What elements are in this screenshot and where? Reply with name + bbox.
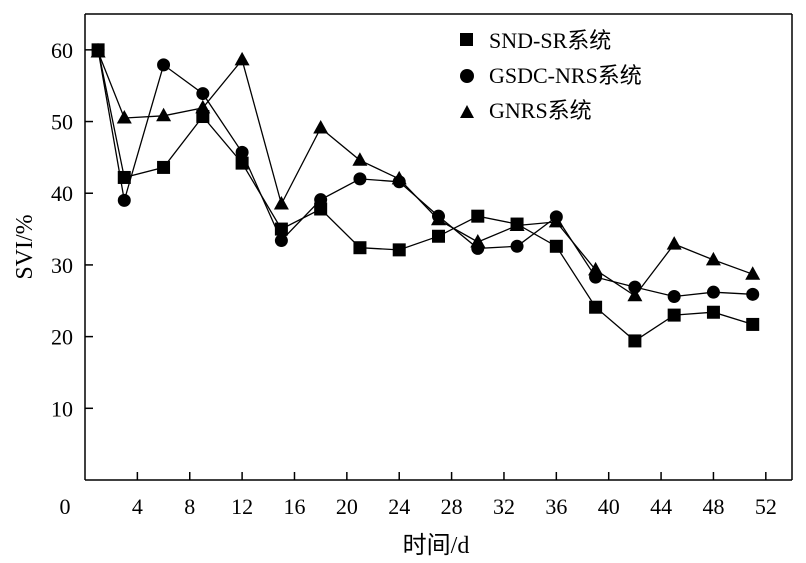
legend-label-gnrs: GNRS系统 [489, 98, 592, 123]
data-point-triangle [705, 251, 721, 266]
data-point-square [549, 239, 563, 253]
data-point-circle [628, 280, 642, 294]
data-point-circle [117, 193, 131, 207]
x-tick-label: 24 [388, 494, 410, 519]
x-tick-label: 40 [598, 494, 620, 519]
data-point-square [706, 305, 720, 319]
data-point-triangle [391, 170, 407, 185]
data-point-square [392, 243, 406, 257]
legend-label-gsdc-nrs: GSDC-NRS系统 [489, 63, 642, 88]
y-tick-label: 40 [51, 181, 73, 206]
x-tick-label: 4 [132, 494, 143, 519]
legend-marker-square [460, 33, 473, 46]
y-tick-label: 30 [51, 253, 73, 278]
series-layer [90, 43, 761, 348]
data-point-circle [667, 289, 681, 303]
data-point-square [157, 160, 171, 174]
legend: SND-SR系统 GSDC-NRS系统 GNRS系统 [460, 28, 642, 123]
x-tick-label: 0 [60, 494, 71, 519]
data-point-triangle [509, 217, 525, 231]
data-point-square [353, 241, 367, 255]
data-point-square [589, 300, 603, 314]
y-axis-title: SVI/% [12, 214, 38, 279]
series-line-gnrs [97, 51, 753, 297]
series-line-snd-sr [97, 49, 753, 342]
data-point-square [432, 229, 445, 243]
data-point-triangle [313, 120, 329, 134]
y-tick-label: 10 [51, 396, 73, 421]
data-point-square [471, 209, 485, 223]
data-point-triangle [470, 234, 486, 248]
data-point-circle [157, 58, 171, 72]
data-point-circle [706, 285, 720, 299]
x-tick-label: 12 [231, 494, 253, 519]
series-gnrs [90, 44, 761, 302]
series-snd-sr [91, 43, 760, 348]
data-point-triangle [234, 51, 250, 66]
data-point-circle [235, 145, 249, 159]
legend-marker-circle [460, 69, 474, 83]
x-tick-label: 20 [336, 494, 358, 519]
data-point-square [314, 202, 328, 216]
data-point-triangle [352, 152, 368, 166]
data-point-triangle [90, 44, 106, 58]
x-tick-label: 28 [441, 494, 463, 519]
x-tick-label: 8 [184, 494, 195, 519]
data-point-circle [274, 234, 288, 248]
legend-marker-triangle [460, 105, 474, 118]
y-tick-label: 20 [51, 325, 73, 350]
legend-label-snd-sr: SND-SR系统 [489, 28, 611, 53]
y-ticks: 10 20 30 40 50 60 [51, 38, 93, 421]
data-point-triangle [548, 213, 564, 228]
x-tick-label: 48 [702, 494, 724, 519]
data-point-square [667, 308, 681, 322]
data-point-square [746, 317, 760, 331]
data-point-triangle [627, 287, 643, 302]
y-tick-label: 50 [51, 110, 73, 135]
data-point-triangle [431, 211, 446, 226]
data-point-circle [746, 287, 760, 301]
x-ticks: 0 4 8 12 16 20 24 28 32 36 40 44 48 52 [60, 472, 777, 519]
data-point-circle [353, 172, 367, 186]
x-tick-label: 32 [493, 494, 515, 519]
plot-area [84, 13, 793, 481]
x-tick-label: 44 [650, 494, 672, 519]
x-tick-label: 36 [545, 494, 567, 519]
data-point-circle [314, 193, 328, 207]
x-tick-label: 16 [283, 494, 305, 519]
data-point-triangle [195, 99, 211, 114]
data-point-square [628, 334, 642, 348]
x-tick-label: 52 [755, 494, 777, 519]
series-line-gsdc-nrs [97, 49, 753, 298]
data-point-triangle [116, 110, 132, 124]
x-axis-title: 时间/d [403, 532, 470, 559]
data-point-triangle [156, 107, 172, 122]
data-point-circle [510, 239, 524, 253]
series-gsdc-nrs [91, 43, 760, 303]
data-point-circle [196, 87, 210, 101]
y-tick-label: 60 [51, 38, 73, 63]
data-point-triangle [273, 196, 289, 210]
data-point-triangle [588, 261, 604, 276]
data-point-triangle [745, 266, 761, 280]
data-point-triangle [666, 236, 682, 250]
